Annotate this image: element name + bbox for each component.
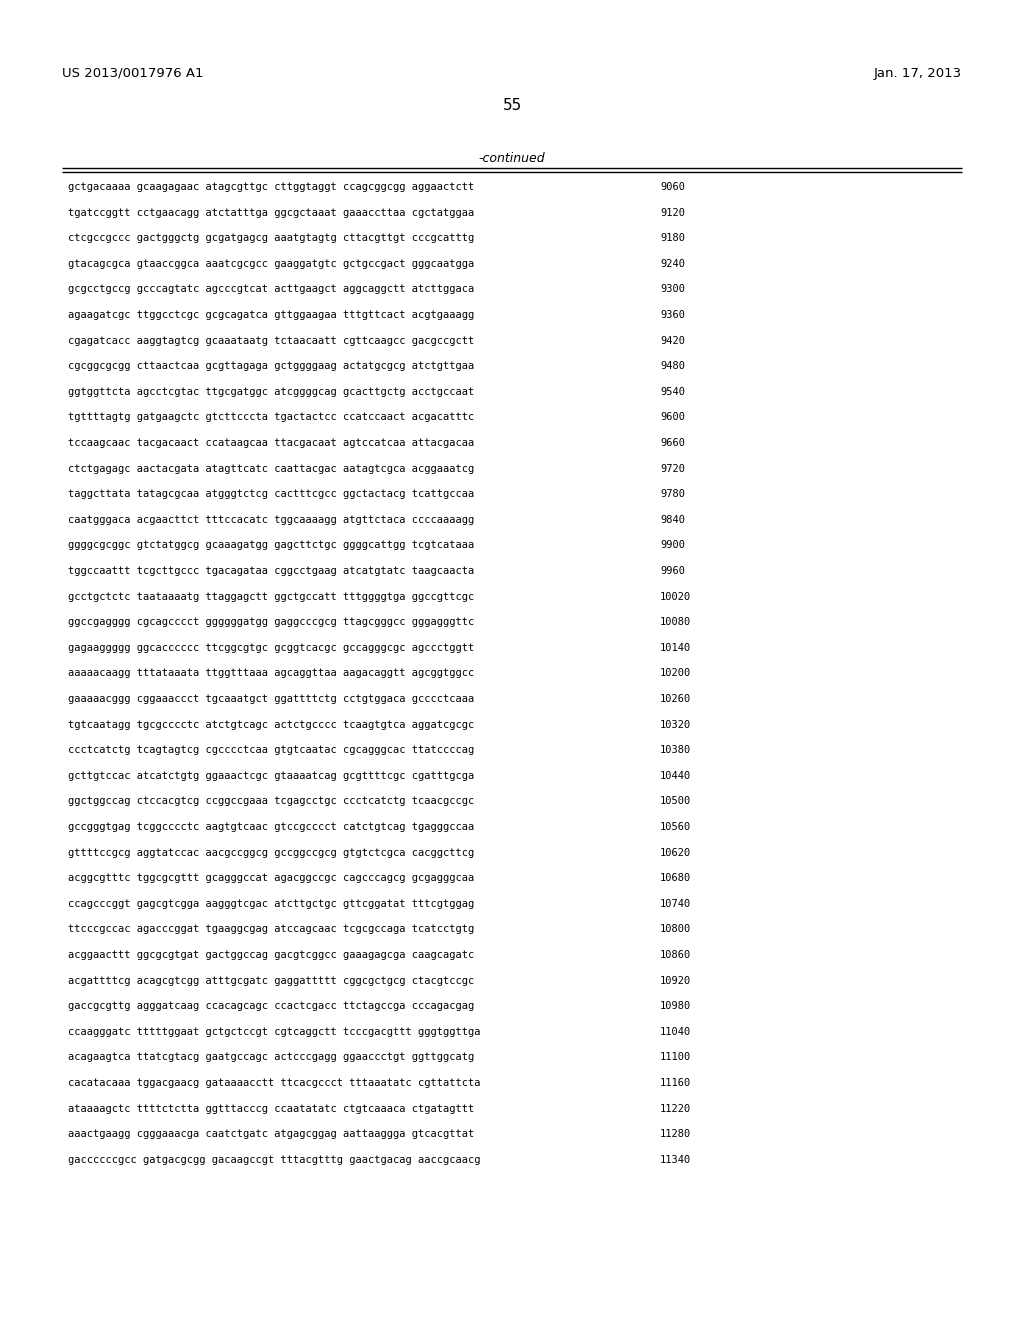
Text: gcttgtccac atcatctgtg ggaaactcgc gtaaaatcag gcgttttcgc cgatttgcga: gcttgtccac atcatctgtg ggaaactcgc gtaaaat…	[68, 771, 474, 781]
Text: taggcttata tatagcgcaa atgggtctcg cactttcgcc ggctactacg tcattgccaa: taggcttata tatagcgcaa atgggtctcg cactttc…	[68, 490, 474, 499]
Text: 9240: 9240	[660, 259, 685, 269]
Text: 11340: 11340	[660, 1155, 691, 1164]
Text: 9540: 9540	[660, 387, 685, 397]
Text: ccaagggatc tttttggaat gctgctccgt cgtcaggctt tcccgacgttt gggtggttga: ccaagggatc tttttggaat gctgctccgt cgtcagg…	[68, 1027, 480, 1036]
Text: gctgacaaaa gcaagagaac atagcgttgc cttggtaggt ccagcggcgg aggaactctt: gctgacaaaa gcaagagaac atagcgttgc cttggta…	[68, 182, 474, 191]
Text: 9660: 9660	[660, 438, 685, 447]
Text: 10980: 10980	[660, 1001, 691, 1011]
Text: 10140: 10140	[660, 643, 691, 653]
Text: 10320: 10320	[660, 719, 691, 730]
Text: 11040: 11040	[660, 1027, 691, 1036]
Text: ctctgagagc aactacgata atagttcatc caattacgac aatagtcgca acggaaatcg: ctctgagagc aactacgata atagttcatc caattac…	[68, 463, 474, 474]
Text: ataaaagctc ttttctctta ggtttacccg ccaatatatc ctgtcaaaca ctgatagttt: ataaaagctc ttttctctta ggtttacccg ccaatat…	[68, 1104, 474, 1114]
Text: caatgggaca acgaacttct tttccacatc tggcaaaagg atgttctaca ccccaaaagg: caatgggaca acgaacttct tttccacatc tggcaaa…	[68, 515, 474, 525]
Text: gaccgcgttg agggatcaag ccacagcagc ccactcgacc ttctagccga cccagacgag: gaccgcgttg agggatcaag ccacagcagc ccactcg…	[68, 1001, 474, 1011]
Text: 11220: 11220	[660, 1104, 691, 1114]
Text: acgattttcg acagcgtcgg atttgcgatc gaggattttt cggcgctgcg ctacgtccgc: acgattttcg acagcgtcgg atttgcgatc gaggatt…	[68, 975, 474, 986]
Text: gtacagcgca gtaaccggca aaatcgcgcc gaaggatgtc gctgccgact gggcaatgga: gtacagcgca gtaaccggca aaatcgcgcc gaaggat…	[68, 259, 474, 269]
Text: 9420: 9420	[660, 335, 685, 346]
Text: 9780: 9780	[660, 490, 685, 499]
Text: 9180: 9180	[660, 234, 685, 243]
Text: 9720: 9720	[660, 463, 685, 474]
Text: ccctcatctg tcagtagtcg cgcccctcaa gtgtcaatac cgcagggcac ttatccccag: ccctcatctg tcagtagtcg cgcccctcaa gtgtcaa…	[68, 746, 474, 755]
Text: 11280: 11280	[660, 1129, 691, 1139]
Text: gccgggtgag tcggcccctc aagtgtcaac gtccgcccct catctgtcag tgagggccaa: gccgggtgag tcggcccctc aagtgtcaac gtccgcc…	[68, 822, 474, 832]
Text: tggccaattt tcgcttgccc tgacagataa cggcctgaag atcatgtatc taagcaacta: tggccaattt tcgcttgccc tgacagataa cggcctg…	[68, 566, 474, 576]
Text: 10260: 10260	[660, 694, 691, 704]
Text: gagaaggggg ggcacccccc ttcggcgtgc gcggtcacgc gccagggcgc agccctggtt: gagaaggggg ggcacccccc ttcggcgtgc gcggtca…	[68, 643, 474, 653]
Text: tccaagcaac tacgacaact ccataagcaa ttacgacaat agtccatcaa attacgacaa: tccaagcaac tacgacaact ccataagcaa ttacgac…	[68, 438, 474, 447]
Text: 9960: 9960	[660, 566, 685, 576]
Text: 10500: 10500	[660, 796, 691, 807]
Text: 11160: 11160	[660, 1078, 691, 1088]
Text: ggctggccag ctccacgtcg ccggccgaaa tcgagcctgc ccctcatctg tcaacgccgc: ggctggccag ctccacgtcg ccggccgaaa tcgagcc…	[68, 796, 474, 807]
Text: gcgcctgccg gcccagtatc agcccgtcat acttgaagct aggcaggctt atcttggaca: gcgcctgccg gcccagtatc agcccgtcat acttgaa…	[68, 284, 474, 294]
Text: 10740: 10740	[660, 899, 691, 908]
Text: aaaaacaagg tttataaata ttggtttaaa agcaggttaa aagacaggtt agcggtggcc: aaaaacaagg tttataaata ttggtttaaa agcaggt…	[68, 668, 474, 678]
Text: 9120: 9120	[660, 207, 685, 218]
Text: Jan. 17, 2013: Jan. 17, 2013	[873, 67, 962, 81]
Text: cacatacaaa tggacgaacg gataaaacctt ttcacgccct tttaaatatc cgttattcta: cacatacaaa tggacgaacg gataaaacctt ttcacg…	[68, 1078, 480, 1088]
Text: 9480: 9480	[660, 362, 685, 371]
Text: 10560: 10560	[660, 822, 691, 832]
Text: 10080: 10080	[660, 618, 691, 627]
Text: 10020: 10020	[660, 591, 691, 602]
Text: 9360: 9360	[660, 310, 685, 319]
Text: acggaacttt ggcgcgtgat gactggccag gacgtcggcc gaaagagcga caagcagatc: acggaacttt ggcgcgtgat gactggccag gacgtcg…	[68, 950, 474, 960]
Text: 55: 55	[503, 98, 521, 114]
Text: 10680: 10680	[660, 874, 691, 883]
Text: 10380: 10380	[660, 746, 691, 755]
Text: cgcggcgcgg cttaactcaa gcgttagaga gctggggaag actatgcgcg atctgttgaa: cgcggcgcgg cttaactcaa gcgttagaga gctgggg…	[68, 362, 474, 371]
Text: 9900: 9900	[660, 540, 685, 550]
Text: cgagatcacc aaggtagtcg gcaaataatg tctaacaatt cgttcaagcc gacgccgctt: cgagatcacc aaggtagtcg gcaaataatg tctaaca…	[68, 335, 474, 346]
Text: US 2013/0017976 A1: US 2013/0017976 A1	[62, 67, 204, 81]
Text: gaccccccgcc gatgacgcgg gacaagccgt tttacgtttg gaactgacag aaccgcaacg: gaccccccgcc gatgacgcgg gacaagccgt tttacg…	[68, 1155, 480, 1164]
Text: agaagatcgc ttggcctcgc gcgcagatca gttggaagaa tttgttcact acgtgaaagg: agaagatcgc ttggcctcgc gcgcagatca gttggaa…	[68, 310, 474, 319]
Text: 10860: 10860	[660, 950, 691, 960]
Text: 10800: 10800	[660, 924, 691, 935]
Text: 9600: 9600	[660, 412, 685, 422]
Text: aaactgaagg cgggaaacga caatctgatc atgagcggag aattaaggga gtcacgttat: aaactgaagg cgggaaacga caatctgatc atgagcg…	[68, 1129, 474, 1139]
Text: ggccgagggg cgcagcccct ggggggatgg gaggcccgcg ttagcgggcc gggagggttc: ggccgagggg cgcagcccct ggggggatgg gaggccc…	[68, 618, 474, 627]
Text: ggggcgcggc gtctatggcg gcaaagatgg gagcttctgc ggggcattgg tcgtcataaa: ggggcgcggc gtctatggcg gcaaagatgg gagcttc…	[68, 540, 474, 550]
Text: tgttttagtg gatgaagctc gtcttcccta tgactactcc ccatccaact acgacatttc: tgttttagtg gatgaagctc gtcttcccta tgactac…	[68, 412, 474, 422]
Text: tgtcaatagg tgcgcccctc atctgtcagc actctgcccc tcaagtgtca aggatcgcgc: tgtcaatagg tgcgcccctc atctgtcagc actctgc…	[68, 719, 474, 730]
Text: acggcgtttc tggcgcgttt gcagggccat agacggccgc cagcccagcg gcgagggcaa: acggcgtttc tggcgcgttt gcagggccat agacggc…	[68, 874, 474, 883]
Text: tgatccggtt cctgaacagg atctatttga ggcgctaaat gaaaccttaa cgctatggaa: tgatccggtt cctgaacagg atctatttga ggcgcta…	[68, 207, 474, 218]
Text: gttttccgcg aggtatccac aacgccggcg gccggccgcg gtgtctcgca cacggcttcg: gttttccgcg aggtatccac aacgccggcg gccggcc…	[68, 847, 474, 858]
Text: ttcccgccac agacccggat tgaaggcgag atccagcaac tcgcgccaga tcatcctgtg: ttcccgccac agacccggat tgaaggcgag atccagc…	[68, 924, 474, 935]
Text: 11100: 11100	[660, 1052, 691, 1063]
Text: 9840: 9840	[660, 515, 685, 525]
Text: 10620: 10620	[660, 847, 691, 858]
Text: 9300: 9300	[660, 284, 685, 294]
Text: gcctgctctc taataaaatg ttaggagctt ggctgccatt tttggggtga ggccgttcgc: gcctgctctc taataaaatg ttaggagctt ggctgcc…	[68, 591, 474, 602]
Text: -continued: -continued	[478, 152, 546, 165]
Text: 10440: 10440	[660, 771, 691, 781]
Text: ctcgccgccc gactgggctg gcgatgagcg aaatgtagtg cttacgttgt cccgcatttg: ctcgccgccc gactgggctg gcgatgagcg aaatgta…	[68, 234, 474, 243]
Text: acagaagtca ttatcgtacg gaatgccagc actcccgagg ggaaccctgt ggttggcatg: acagaagtca ttatcgtacg gaatgccagc actcccg…	[68, 1052, 474, 1063]
Text: ggtggttcta agcctcgtac ttgcgatggc atcggggcag gcacttgctg acctgccaat: ggtggttcta agcctcgtac ttgcgatggc atcgggg…	[68, 387, 474, 397]
Text: gaaaaacggg cggaaaccct tgcaaatgct ggattttctg cctgtggaca gcccctcaaa: gaaaaacggg cggaaaccct tgcaaatgct ggatttt…	[68, 694, 474, 704]
Text: ccagcccggt gagcgtcgga aagggtcgac atcttgctgc gttcggatat tttcgtggag: ccagcccggt gagcgtcgga aagggtcgac atcttgc…	[68, 899, 474, 908]
Text: 9060: 9060	[660, 182, 685, 191]
Text: 10200: 10200	[660, 668, 691, 678]
Text: 10920: 10920	[660, 975, 691, 986]
